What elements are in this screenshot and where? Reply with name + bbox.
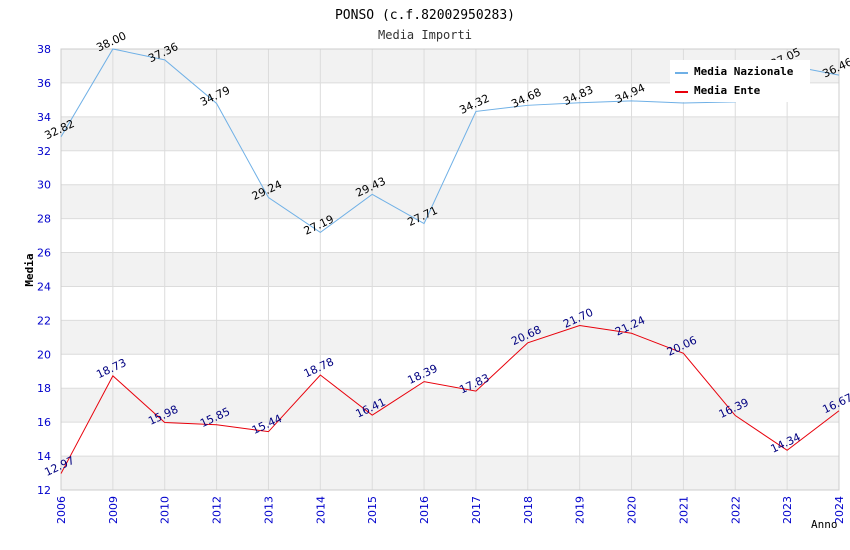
plot-band	[61, 218, 839, 253]
x-tick-label: 2006	[55, 496, 68, 524]
y-tick-label: 34	[37, 111, 51, 124]
y-tick-label: 18	[37, 382, 51, 395]
y-tick-label: 16	[37, 416, 51, 429]
legend-label-nazionale: Media Nazionale	[694, 65, 794, 78]
y-tick-label: 20	[37, 348, 51, 361]
y-axis-ticks: 12 14 16 18 20 22 24 26 28 30 32 34 36 38	[37, 43, 51, 497]
x-tick-label: 2015	[366, 496, 379, 524]
x-tick-label: 2010	[159, 496, 172, 524]
legend: Media Nazionale Media Ente	[670, 60, 810, 102]
x-tick-label: 2020	[626, 496, 639, 524]
x-axis-ticks: 2006 2009 2010 2012 2013 2014 2015 2016 2017 2018…	[55, 496, 846, 524]
plot-background-bands	[61, 49, 839, 490]
plot-band	[61, 354, 839, 389]
chart-title: PONSO (c.f.82002950283)	[335, 8, 515, 23]
y-tick-label: 26	[37, 247, 51, 260]
x-tick-label: 2016	[418, 496, 431, 524]
y-tick-label: 14	[37, 450, 51, 463]
plot-band	[61, 320, 839, 355]
plot-band	[61, 422, 839, 457]
legend-label-ente: Media Ente	[694, 84, 761, 97]
grid-lines	[60, 48, 840, 491]
x-axis-label: Anno	[811, 518, 838, 531]
y-tick-label: 28	[37, 213, 51, 226]
plot-band	[61, 252, 839, 287]
plot-band	[61, 116, 839, 151]
plot-band	[61, 286, 839, 321]
y-tick-label: 36	[37, 77, 51, 90]
x-tick-label: 2017	[470, 496, 483, 524]
x-tick-label: 2014	[314, 496, 327, 524]
y-tick-label: 32	[37, 145, 51, 158]
x-tick-label: 2022	[729, 496, 742, 524]
x-tick-label: 2019	[574, 496, 587, 524]
plot-band	[61, 456, 839, 490]
x-tick-label: 2013	[262, 496, 275, 524]
y-tick-label: 22	[37, 314, 51, 327]
y-tick-label: 12	[37, 484, 51, 497]
plot-band	[61, 388, 839, 423]
x-tick-label: 2023	[781, 496, 794, 524]
y-tick-label: 38	[37, 43, 51, 56]
series-line-0	[60, 48, 840, 233]
y-tick-label: 24	[37, 280, 51, 293]
legend-box	[670, 60, 810, 102]
chart-subtitle: Media Importi	[378, 28, 472, 42]
x-tick-label: 2021	[677, 496, 690, 524]
y-axis-label: Media	[23, 253, 36, 286]
plot-band	[61, 184, 839, 219]
series-line-1	[60, 324, 840, 474]
x-tick-label: 2012	[211, 496, 224, 524]
x-tick-label: 2024	[833, 496, 846, 524]
y-tick-label: 30	[37, 179, 51, 192]
x-tick-label: 2009	[107, 496, 120, 524]
plot-border	[60, 48, 840, 491]
x-tick-label: 2018	[522, 496, 535, 524]
